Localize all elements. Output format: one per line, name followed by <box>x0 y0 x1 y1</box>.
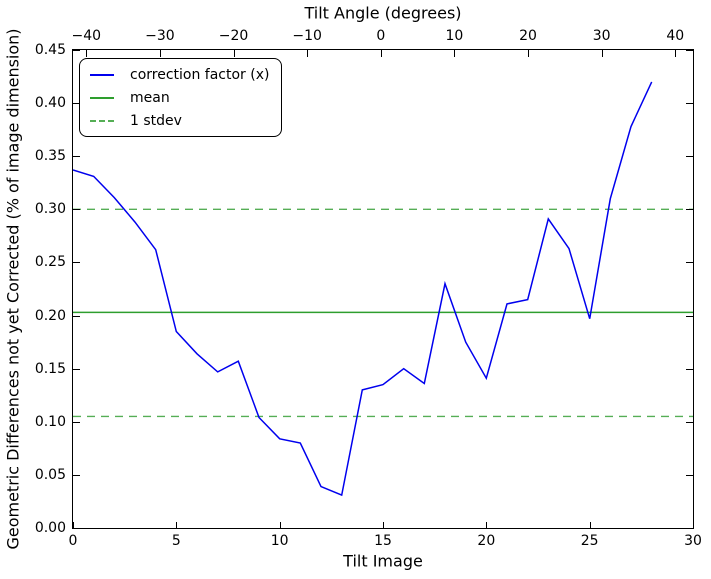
y-tick-label: 0.20 <box>34 307 66 324</box>
x-tick-label-top: −40 <box>71 28 102 44</box>
x-tick-bottom <box>176 522 178 529</box>
x-tick-label-bottom: 25 <box>580 533 599 549</box>
plot-area: correction factor (x) mean 1 stdev <box>72 49 694 529</box>
x-tick-label-top: 40 <box>666 28 685 44</box>
y-tick-right <box>686 474 693 476</box>
y-tick-right <box>686 528 693 529</box>
x-tick-bottom <box>383 522 384 529</box>
y-tick-right <box>686 50 693 51</box>
x-tick-top <box>675 50 677 57</box>
x-tick-bottom <box>486 522 488 529</box>
y-tick <box>73 262 80 264</box>
y-tick <box>73 368 80 370</box>
x-tick-label-bottom: 30 <box>684 533 702 549</box>
y-tick <box>73 528 80 529</box>
y-tick <box>73 474 80 476</box>
x-tick-top <box>454 50 456 57</box>
y-tick-right <box>686 103 693 105</box>
y-tick-label: 0.15 <box>34 360 66 377</box>
y-tick-right <box>686 209 693 211</box>
y-tick-label: 0.30 <box>34 201 66 218</box>
y-axis-label: Geometric Differences not yet Corrected … <box>3 28 23 550</box>
x-tick-label-bottom: 10 <box>270 533 289 549</box>
x-tick-label-bottom: 15 <box>374 533 392 549</box>
y-tick <box>73 209 80 211</box>
y-tick-right <box>686 421 693 423</box>
chart-canvas <box>73 81 693 497</box>
legend-item: 1 stdev <box>90 109 269 132</box>
x-tick-bottom <box>279 522 281 529</box>
legend-label: 1 stdev <box>130 112 182 129</box>
x-tick-bottom <box>73 522 74 529</box>
y-tick-right <box>686 368 693 370</box>
x-tick-label-top: −30 <box>145 28 175 44</box>
x-tick-label-bottom: 0 <box>68 533 78 549</box>
y-tick-right <box>686 315 693 317</box>
legend-line-sample-icon <box>90 96 114 99</box>
x-tick-top <box>601 50 603 57</box>
x-tick-label-top: −10 <box>292 28 322 44</box>
x-tick-top <box>528 50 530 57</box>
legend-item: correction factor (x) <box>90 63 269 86</box>
x-tick-label-top: 20 <box>519 28 537 44</box>
y-tick <box>73 156 80 158</box>
y-tick-right <box>686 262 693 264</box>
x-tick-top <box>380 50 382 57</box>
x-tick-bottom <box>589 522 591 529</box>
x-tick-label-top: 0 <box>376 28 386 44</box>
y-tick-right <box>686 156 693 158</box>
x-tick-top <box>307 50 309 57</box>
y-tick <box>73 421 80 423</box>
y-tick-label: 0.00 <box>34 520 66 536</box>
top-axis-title: Tilt Angle (degrees) <box>304 3 462 23</box>
y-tick <box>73 315 80 317</box>
legend-item: mean <box>90 86 269 109</box>
x-tick-label-bottom: 5 <box>171 533 181 549</box>
y-tick-label: 0.45 <box>34 42 66 58</box>
y-tick-label: 0.10 <box>34 413 66 430</box>
x-tick-label-top: 30 <box>592 28 611 44</box>
y-tick <box>73 103 80 105</box>
legend: correction factor (x) mean 1 stdev <box>79 58 283 137</box>
x-tick-bottom <box>693 522 694 529</box>
y-tick-label: 0.35 <box>34 148 66 165</box>
y-tick-label: 0.25 <box>34 254 66 271</box>
x-tick-label-top: 10 <box>445 28 464 44</box>
x-tick-label-top: −20 <box>218 28 249 44</box>
x-tick-label-bottom: 20 <box>477 533 496 549</box>
y-tick <box>73 50 80 51</box>
x-axis-label: Tilt Image <box>343 551 423 571</box>
correction-factor-line <box>73 81 653 497</box>
legend-label: correction factor (x) <box>130 66 270 83</box>
x-tick-top <box>159 50 161 57</box>
legend-line-sample-icon <box>90 119 114 122</box>
legend-label: mean <box>130 89 170 106</box>
y-tick-label: 0.05 <box>34 466 66 483</box>
x-tick-top <box>86 50 88 57</box>
y-tick-label: 0.40 <box>34 95 66 112</box>
legend-line-sample-icon <box>90 73 114 76</box>
x-tick-top <box>233 50 235 57</box>
